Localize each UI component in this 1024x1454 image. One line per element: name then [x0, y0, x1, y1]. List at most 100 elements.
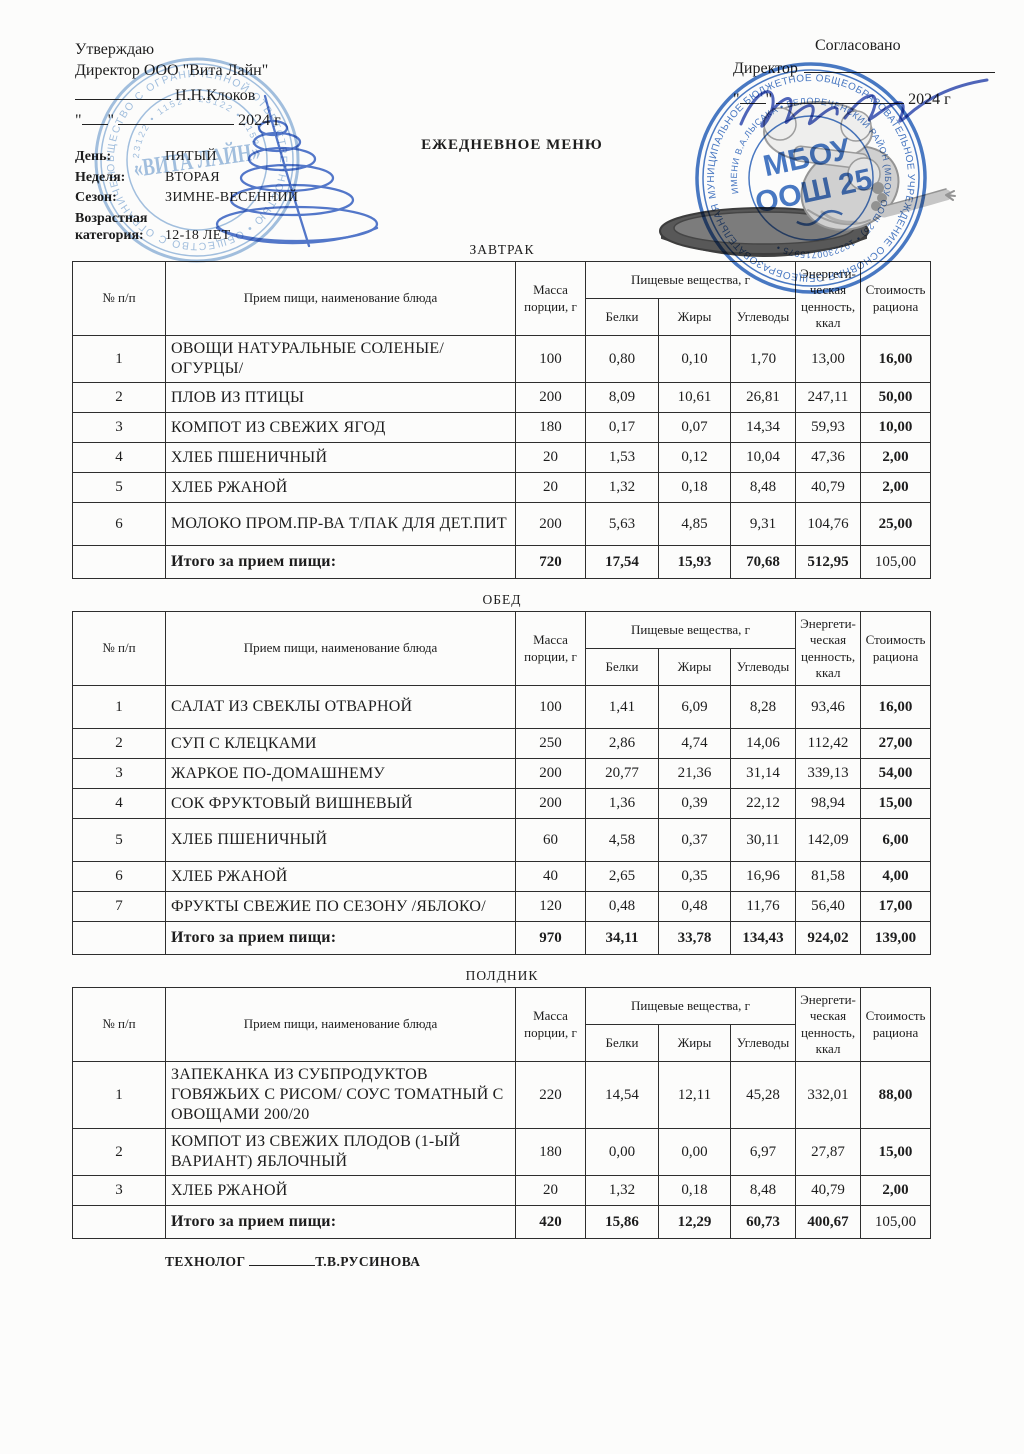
table-cell: КОМПОТ ИЗ СВЕЖИХ ПЛОДОВ (1-ЫЙ ВАРИАНТ) Я…: [165, 1128, 516, 1176]
table-cell: 25,00: [860, 502, 932, 546]
table-cell: 14,54: [585, 1061, 659, 1129]
table-cell: 40: [515, 861, 586, 892]
table-cell: 27,87: [795, 1128, 862, 1176]
table-cell: 104,76: [795, 502, 862, 546]
table-header-cell: Жиры: [658, 1024, 731, 1062]
table-cell: 16,96: [729, 861, 797, 892]
table-cell: 105,00: [860, 1205, 932, 1239]
table-cell: 0,18: [658, 472, 731, 503]
table-cell: 47,36: [795, 442, 862, 473]
table-header-row: № п/п Прием пищи, наименование блюда Масса…: [72, 611, 932, 686]
table-cell: 2: [72, 1128, 166, 1176]
table-cell: ХЛЕБ РЖАНОЙ: [165, 1175, 516, 1206]
table-cell: 70,68: [729, 545, 797, 579]
table-cell: 17,54: [585, 545, 659, 579]
table-cell: 3: [72, 758, 166, 789]
quote-mark: ": [75, 111, 82, 129]
school-stamp: МУНИЦИПАЛЬНОЕ БЮДЖЕТНОЕ ОБЩЕОБРАЗОВАТЕЛЬ…: [688, 55, 934, 301]
meal-tables: ЗАВТРАК № п/п Прием пищи, наименование бл…: [72, 242, 932, 1270]
table-cell: [72, 545, 166, 579]
table-header-cell: Белки: [585, 1024, 659, 1062]
meta-value: ПЯТЫЙ: [165, 149, 217, 164]
table-cell: 59,93: [795, 412, 862, 443]
table-cell: 21,36: [658, 758, 731, 789]
table-header-cell: Прием пищи, наименование блюда: [165, 987, 516, 1062]
table-cell: 60,73: [729, 1205, 797, 1239]
technologist-signature-underline: [249, 1252, 316, 1266]
table-cell: 4,00: [860, 861, 932, 892]
table-cell: 50,00: [860, 382, 932, 413]
table-cell: 332,01: [795, 1061, 862, 1129]
table-cell: 30,11: [729, 818, 797, 862]
table-row: 1 САЛАТ ИЗ СВЕКЛЫ ОТВАРНОЙ 100 1,41 6,09 8,28…: [72, 685, 932, 729]
meta-row: Неделя: ВТОРАЯ: [75, 169, 405, 187]
table-cell: ФРУКТЫ СВЕЖИЕ ПО СЕЗОНУ /ЯБЛОКО/: [165, 891, 516, 922]
approval-block-left: Утверждаю Директор ООО "Вита Лайн" Н.Н.К…: [75, 40, 395, 132]
approve-left-line1: Утверждаю: [75, 41, 155, 58]
table-cell: ПЛОВ ИЗ ПТИЦЫ: [165, 382, 516, 413]
table-cell: 0,39: [658, 788, 731, 819]
table-cell: 34,11: [585, 921, 659, 955]
table-cell: 2: [72, 382, 166, 413]
date-underline: [776, 88, 905, 104]
table-cell: 5: [72, 472, 166, 503]
table-row: 2 СУП С КЛЕЦКАМИ 250 2,86 4,74 14,06 112,42 27,…: [72, 728, 932, 759]
vita-lain-stamp: ОБЩЕСТВО С ОГРАНИЧЕННОЙ ОТВЕТСТВЕННОСТЬЮ…: [52, 38, 301, 272]
table-cell: 250: [515, 728, 586, 759]
table-cell: 105,00: [860, 545, 932, 579]
table-header-cell: № п/п: [72, 611, 166, 686]
table-cell: 400,67: [795, 1205, 862, 1239]
table-row: 5 ХЛЕБ РЖАНОЙ 20 1,32 0,18 8,48 40,79 2,00: [72, 472, 932, 503]
approval-block-right: Согласовано Директор " " 2024 г: [733, 36, 995, 111]
table-cell: 12,29: [658, 1205, 731, 1239]
table-cell: 0,00: [585, 1128, 659, 1176]
meal-caption: ЗАВТРАК: [469, 242, 535, 257]
table-cell: 56,40: [795, 891, 862, 922]
table-cell: ХЛЕБ ПШЕНИЧНЫЙ: [165, 442, 516, 473]
table-cell: 81,58: [795, 861, 862, 892]
table-cell: 247,11: [795, 382, 862, 413]
table-cell: СУП С КЛЕЦКАМИ: [165, 728, 516, 759]
table-cell: 12,11: [658, 1061, 731, 1129]
meal-section-lunch: ОБЕД № п/п Прием пищи, наименование блюда…: [72, 592, 932, 955]
table-cell: 3: [72, 1175, 166, 1206]
table-cell: 120: [515, 891, 586, 922]
table-cell: 60: [515, 818, 586, 862]
table-cell: 2,65: [585, 861, 659, 892]
table-cell: 0,37: [658, 818, 731, 862]
table-cell: 40,79: [795, 1175, 862, 1206]
table-header-cell: Жиры: [658, 298, 731, 336]
table-cell: 970: [515, 921, 586, 955]
signature-right: [739, 78, 989, 128]
table-cell: 2,00: [860, 442, 932, 473]
table-header-cell: № п/п: [72, 987, 166, 1062]
table-cell: 139,00: [860, 921, 932, 955]
page-title: ЕЖЕДНЕВНОЕ МЕНЮ: [421, 137, 603, 153]
meal-caption: ПОЛДНИК: [465, 968, 539, 983]
table-row: 6 ХЛЕБ РЖАНОЙ 40 2,65 0,35 16,96 81,58 4,00: [72, 861, 932, 892]
table-cell: 1: [72, 685, 166, 729]
table-row: 1 ЗАПЕКАНКА ИЗ СУБПРОДУКТОВ ГОВЯЖЬИХ С РИ…: [72, 1061, 932, 1129]
table-cell: 15,86: [585, 1205, 659, 1239]
table-cell: 6,97: [729, 1128, 797, 1176]
table-header-cell: Энергети-ческая ценность, ккал: [795, 987, 862, 1062]
table-cell: МОЛОКО ПРОМ.ПР-ВА Т/ПАК ДЛЯ ДЕТ.ПИТ: [165, 502, 516, 546]
table-header-cell: Белки: [585, 298, 659, 336]
table-cell: 2,00: [860, 472, 932, 503]
meta-label: День:: [75, 149, 112, 164]
table-cell: 93,46: [795, 685, 862, 729]
quote-mark: ": [765, 90, 773, 108]
table-cell: 4,58: [585, 818, 659, 862]
approve-right-role: Директор: [733, 59, 798, 77]
table-row: 2 ПЛОВ ИЗ ПТИЦЫ 200 8,09 10,61 26,81 247,11 50,…: [72, 382, 932, 413]
total-row: Итого за прием пищи: 970 34,11 33,78 134,43 9…: [72, 921, 932, 955]
table-cell: 88,00: [860, 1061, 932, 1129]
table-cell: САЛАТ ИЗ СВЕКЛЫ ОТВАРНОЙ: [165, 685, 516, 729]
table-cell: 0,18: [658, 1175, 731, 1206]
meta-row: Возрастная категория: 12-18 ЛЕТ: [75, 210, 405, 245]
table-cell: 180: [515, 1128, 586, 1176]
table-header-cell: Белки: [585, 648, 659, 686]
table-cell: 4: [72, 788, 166, 819]
table-cell: 142,09: [795, 818, 862, 862]
meta-value: ВТОРАЯ: [165, 169, 220, 185]
